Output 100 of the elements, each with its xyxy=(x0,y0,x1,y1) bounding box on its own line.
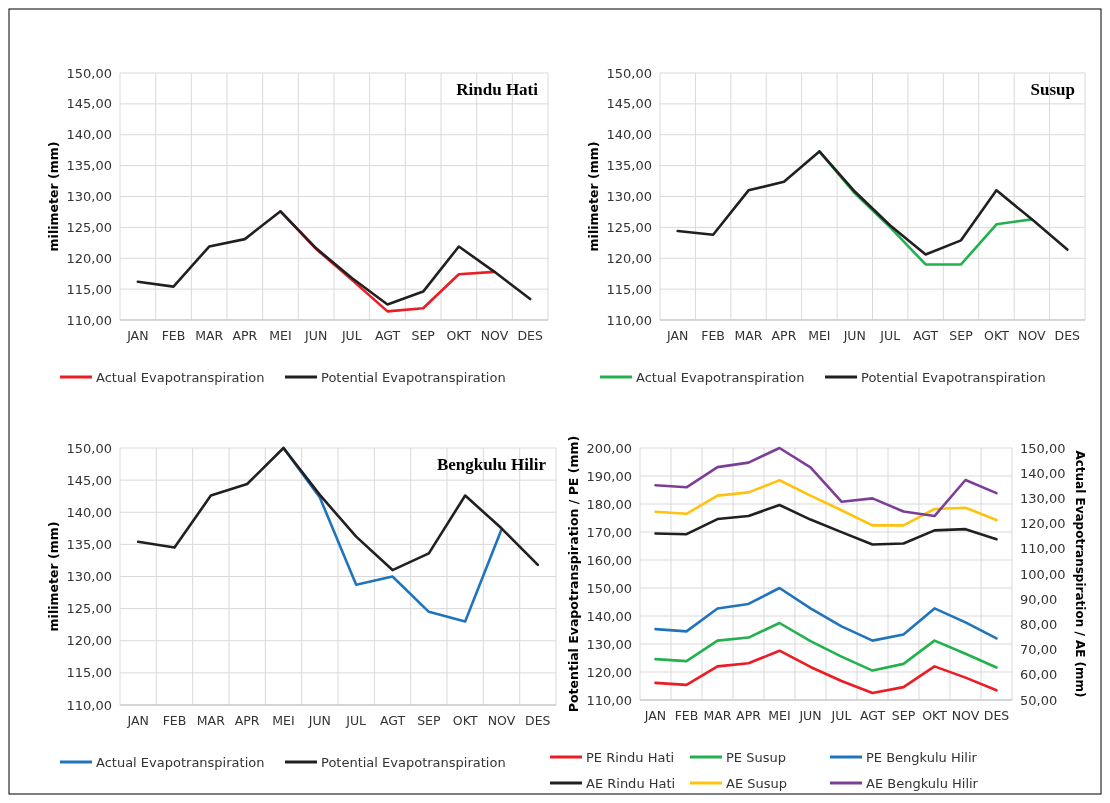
y-tick-label: 145,00 xyxy=(606,96,652,112)
legend-label: PE Bengkulu Hilir xyxy=(866,749,978,765)
x-tick-label: APR xyxy=(771,328,797,343)
line-series xyxy=(654,649,998,695)
x-tick-label: AGT xyxy=(379,713,406,728)
y2-tick-label: 90,00 xyxy=(1020,591,1058,607)
y-axis-title: milimeter (mm) xyxy=(586,141,601,252)
legend-label: Actual Evapotranspiration xyxy=(96,754,265,770)
y-tick-label: 120,00 xyxy=(606,250,652,266)
y-tick-label: 120,00 xyxy=(66,250,112,266)
y-tick-label: 140,00 xyxy=(66,504,112,520)
y-tick-label: 110,00 xyxy=(66,312,112,328)
line-series xyxy=(654,478,998,527)
y-tick-label: 130,00 xyxy=(606,189,652,205)
x-tick-label: OKT xyxy=(452,713,478,728)
y-axis-title: Potential Evapotranspiration / PE (mm) xyxy=(566,435,581,713)
y-tick-label: 115,00 xyxy=(606,281,652,297)
x-tick-label: OKT xyxy=(984,328,1010,343)
y2-tick-label: 110,00 xyxy=(1020,541,1066,557)
legend-label: AE Rindu Hati xyxy=(586,775,676,791)
y-tick-label: 125,00 xyxy=(66,219,112,235)
y-tick-label: 120,00 xyxy=(586,664,632,680)
chart-title: Bengkulu Hilir xyxy=(436,455,547,474)
y-tick-label: 130,00 xyxy=(66,189,112,205)
y2-tick-label: 70,00 xyxy=(1020,642,1058,658)
line-series xyxy=(654,503,998,546)
x-tick-label: NOV xyxy=(951,708,980,723)
x-tick-label: JAN xyxy=(126,328,149,343)
x-tick-label: NOV xyxy=(480,328,509,343)
y-tick-label: 135,00 xyxy=(66,158,112,174)
x-tick-label: JUN xyxy=(307,713,331,728)
x-tick-label: JUN xyxy=(798,708,822,723)
y-tick-label: 110,00 xyxy=(606,312,652,328)
x-tick-label: JUL xyxy=(830,708,852,723)
legend-label: AE Bengkulu Hilir xyxy=(866,775,979,791)
chart-title: Rindu Hati xyxy=(456,80,539,99)
x-tick-label: DES xyxy=(1054,328,1081,343)
legend-label: AE Susup xyxy=(726,775,787,791)
x-tick-label: SEP xyxy=(891,708,916,723)
y-tick-label: 145,00 xyxy=(66,96,112,112)
x-tick-label: JUN xyxy=(842,328,866,343)
y-tick-label: 130,00 xyxy=(66,569,112,585)
x-tick-label: MAR xyxy=(703,708,732,723)
y2-tick-label: 130,00 xyxy=(1020,490,1066,506)
legend-label: Potential Evapotranspiration xyxy=(321,754,506,770)
y-tick-label: 135,00 xyxy=(606,158,652,174)
x-tick-label: NOV xyxy=(487,713,516,728)
y2-tick-label: 100,00 xyxy=(1020,566,1066,582)
y-tick-label: 110,00 xyxy=(66,697,112,713)
x-tick-label: JUN xyxy=(304,328,328,343)
x-tick-label: APR xyxy=(234,713,260,728)
x-tick-label: JUL xyxy=(340,328,362,343)
x-tick-label: FEB xyxy=(161,328,186,343)
x-tick-label: FEB xyxy=(674,708,699,723)
x-tick-label: MEI xyxy=(272,713,295,728)
line-series xyxy=(654,621,998,672)
y-tick-label: 140,00 xyxy=(586,608,632,624)
x-tick-label: MAR xyxy=(195,328,224,343)
y-tick-label: 125,00 xyxy=(66,601,112,617)
x-tick-label: JUL xyxy=(345,713,367,728)
y2-tick-label: 140,00 xyxy=(1020,465,1066,481)
y2-tick-label: 150,00 xyxy=(1020,440,1066,456)
chart-title: Susup xyxy=(1030,80,1075,99)
x-tick-label: NOV xyxy=(1018,328,1047,343)
x-tick-label: OKT xyxy=(922,708,948,723)
x-tick-label: MEI xyxy=(808,328,831,343)
y-tick-label: 150,00 xyxy=(606,65,652,81)
x-tick-label: MEI xyxy=(269,328,292,343)
y-tick-label: 125,00 xyxy=(606,219,652,235)
x-tick-label: MAR xyxy=(196,713,226,728)
x-tick-label: FEB xyxy=(162,713,187,728)
x-tick-label: AGT xyxy=(374,328,401,343)
x-tick-label: OKT xyxy=(446,328,472,343)
x-tick-label: SEP xyxy=(417,713,441,728)
legend-label: Actual Evapotranspiration xyxy=(636,369,805,385)
line-series xyxy=(136,210,532,306)
x-tick-label: JUL xyxy=(879,328,901,343)
y2-tick-label: 80,00 xyxy=(1020,616,1058,632)
x-tick-label: AGT xyxy=(859,708,886,723)
y-axis-title: milimeter (mm) xyxy=(46,141,61,252)
y-axis-title: milimeter (mm) xyxy=(46,521,61,632)
line-series xyxy=(654,586,998,642)
legend-label: Potential Evapotranspiration xyxy=(861,369,1046,385)
x-tick-label: FEB xyxy=(701,328,725,343)
y2-tick-label: 60,00 xyxy=(1020,667,1058,683)
y-tick-label: 160,00 xyxy=(586,552,632,568)
x-tick-label: AGT xyxy=(913,328,939,343)
x-tick-label: DES xyxy=(525,713,551,728)
y2-tick-label: 50,00 xyxy=(1020,692,1058,708)
y-tick-label: 135,00 xyxy=(66,536,112,552)
y-tick-label: 120,00 xyxy=(66,633,112,649)
x-tick-label: MEI xyxy=(768,708,791,723)
line-series xyxy=(676,150,1069,256)
x-tick-label: SEP xyxy=(411,328,436,343)
y2-tick-label: 120,00 xyxy=(1020,516,1066,532)
y-tick-label: 130,00 xyxy=(586,636,632,652)
y-tick-label: 145,00 xyxy=(66,472,112,488)
y-tick-label: 115,00 xyxy=(66,281,112,297)
legend-label: Actual Evapotranspiration xyxy=(96,369,265,385)
y-tick-label: 150,00 xyxy=(586,580,632,596)
